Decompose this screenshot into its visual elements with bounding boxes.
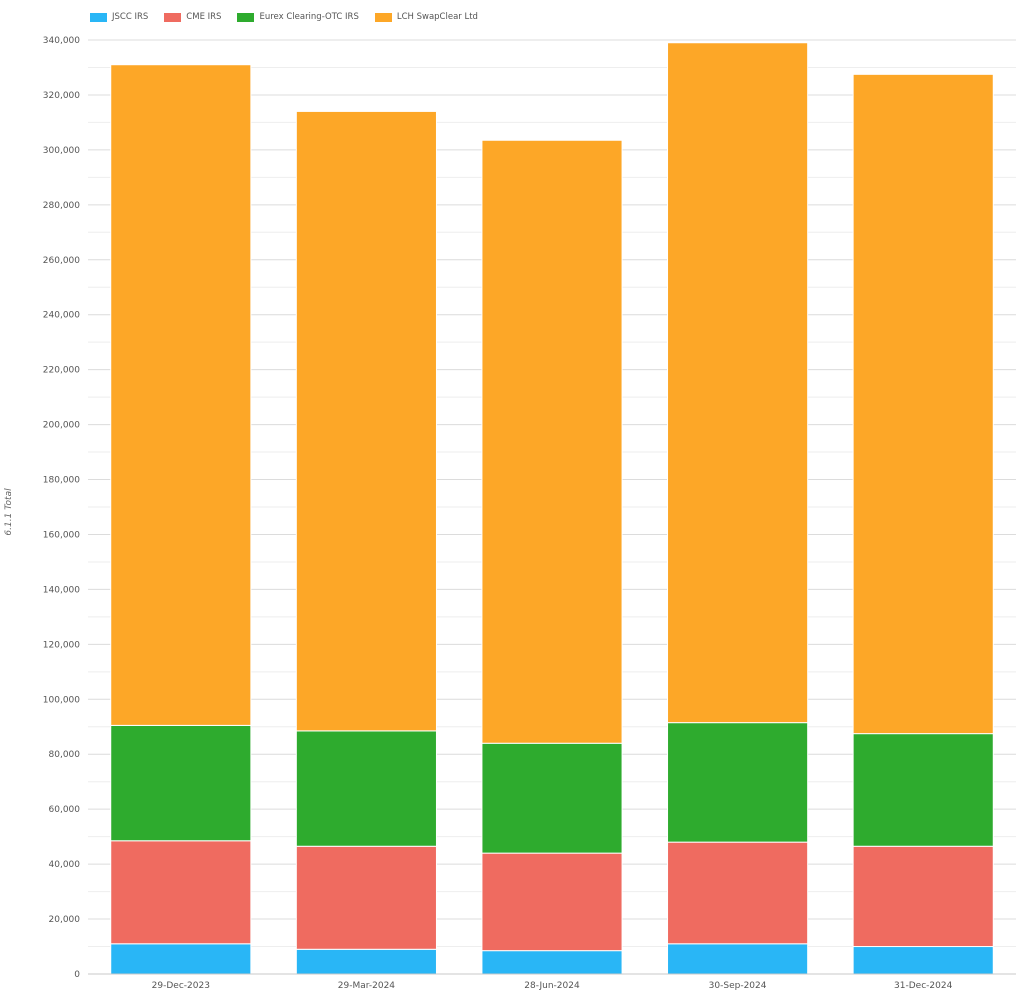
x-tick-label: 29-Mar-2024 — [338, 981, 396, 991]
bar-segment[interactable] — [481, 139, 623, 744]
bar-segment[interactable] — [110, 724, 252, 842]
legend-item-lch[interactable]: LCH SwapClear Ltd — [374, 12, 478, 22]
legend-label-eurex: Eurex Clearing-OTC IRS — [259, 12, 359, 22]
bar-segment[interactable] — [852, 845, 994, 948]
y-tick-label: 60,000 — [49, 805, 81, 815]
bar-segment[interactable] — [667, 943, 809, 975]
x-tick-label: 28-Jun-2024 — [524, 981, 580, 991]
bar-segment[interactable] — [295, 110, 437, 732]
legend-item-cme-irs[interactable]: CME IRS — [164, 12, 221, 22]
y-tick-label: 220,000 — [43, 366, 80, 376]
y-tick-label: 100,000 — [43, 695, 80, 705]
bar-segment[interactable] — [295, 845, 437, 950]
legend-swatch-eurex — [237, 12, 255, 22]
bar-segment[interactable] — [667, 841, 809, 945]
y-tick-label: 300,000 — [43, 146, 80, 156]
y-tick-label: 20,000 — [49, 915, 81, 925]
legend-label-cme-irs: CME IRS — [186, 12, 222, 22]
bar-segment[interactable] — [110, 64, 252, 726]
bar-segment[interactable] — [852, 733, 994, 847]
y-tick-label: 240,000 — [43, 311, 80, 321]
bar-segment[interactable] — [295, 730, 437, 847]
legend-swatch-lch — [374, 12, 392, 22]
bar-segment[interactable] — [110, 840, 252, 945]
chart-legend: JSCC IRS CME IRS Eurex Clearing-OTC IRS … — [90, 12, 478, 22]
y-tick-label: 40,000 — [49, 860, 81, 870]
y-tick-label: 200,000 — [43, 421, 80, 431]
bar-segment[interactable] — [481, 950, 623, 975]
bar-segment[interactable] — [481, 742, 623, 854]
legend-label-lch: LCH SwapClear Ltd — [396, 12, 478, 22]
y-tick-label: 280,000 — [43, 201, 80, 211]
y-tick-label: 140,000 — [43, 585, 80, 595]
bar-segment[interactable] — [667, 722, 809, 843]
y-tick-label: 80,000 — [49, 750, 81, 760]
x-tick-label: 31-Dec-2024 — [894, 981, 953, 991]
legend-label-jscc-irs: JSCC IRS — [112, 12, 149, 22]
y-tick-label: 160,000 — [43, 530, 80, 540]
y-tick-label: 320,000 — [43, 91, 80, 101]
bar-segment[interactable] — [295, 948, 437, 975]
y-tick-label: 180,000 — [43, 476, 80, 486]
legend-item-jscc-irs[interactable]: JSCC IRS — [90, 12, 148, 22]
bar-segment[interactable] — [667, 42, 809, 724]
legend-swatch-jscc-irs — [90, 12, 107, 22]
y-tick-label: 0 — [74, 970, 80, 980]
bar-segment[interactable] — [852, 73, 994, 735]
legend-swatch-cme-irs — [164, 12, 182, 22]
y-tick-label: 260,000 — [43, 256, 80, 266]
x-tick-label: 30-Sep-2024 — [709, 981, 767, 991]
y-tick-label: 120,000 — [43, 640, 80, 650]
legend-item-eurex[interactable]: Eurex Clearing-OTC IRS — [237, 12, 359, 22]
x-tick-label: 29-Dec-2023 — [152, 981, 210, 991]
bar-segment[interactable] — [852, 946, 994, 975]
bar-segment[interactable] — [110, 943, 252, 975]
y-tick-label: 340,000 — [43, 36, 80, 46]
bar-segment[interactable] — [481, 852, 623, 952]
